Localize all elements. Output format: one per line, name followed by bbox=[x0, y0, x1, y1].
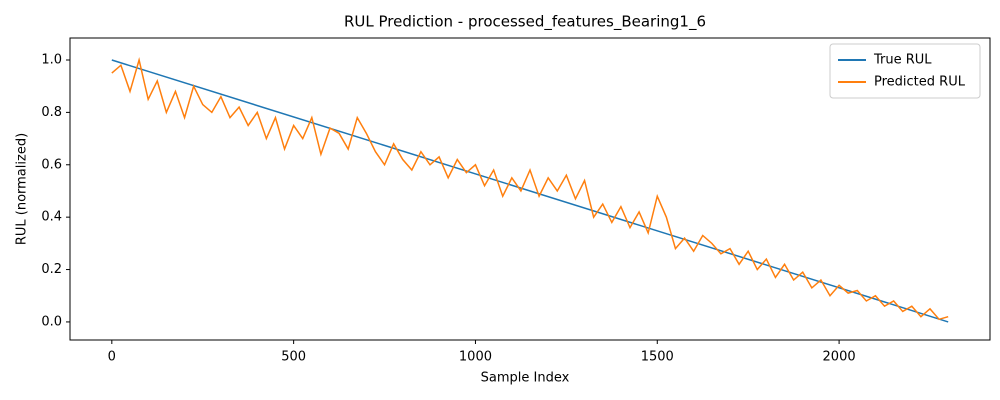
data-line bbox=[111, 59, 949, 323]
y-tick-label: 0.8 bbox=[41, 105, 62, 120]
x-tick-label: 2000 bbox=[823, 350, 856, 365]
legend-label: True RUL bbox=[873, 53, 932, 68]
y-axis-label: RUL (normalized) bbox=[15, 133, 30, 245]
y-tick-label: 0.2 bbox=[41, 262, 62, 277]
x-tick-label: 500 bbox=[281, 350, 306, 365]
legend-box bbox=[829, 43, 981, 99]
x-tick-label: 0 bbox=[108, 350, 116, 365]
x-tick-label: 1500 bbox=[641, 350, 674, 365]
legend-label: Predicted RUL bbox=[874, 75, 966, 90]
y-tick-label: 1.0 bbox=[41, 53, 62, 68]
data-line bbox=[111, 57, 949, 321]
axes-frame bbox=[69, 37, 991, 341]
x-tick-label: 1000 bbox=[459, 350, 492, 365]
y-tick-label: 0.6 bbox=[41, 157, 62, 172]
y-tick-label: 0.0 bbox=[41, 314, 62, 329]
y-tick-label: 0.4 bbox=[41, 210, 62, 225]
x-axis-label: Sample Index bbox=[481, 371, 570, 386]
chart-title: RUL Prediction - processed_features_Bear… bbox=[344, 13, 706, 32]
